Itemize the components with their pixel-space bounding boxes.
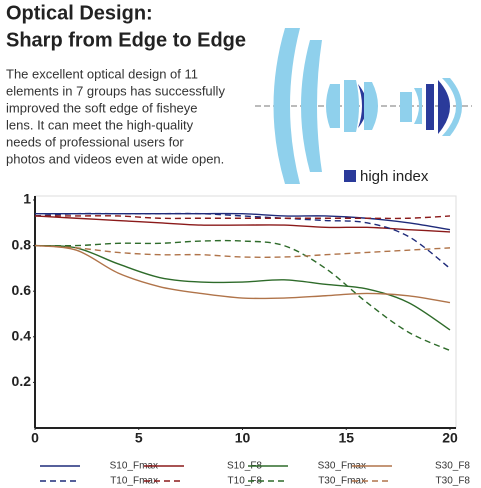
lens-element — [442, 78, 462, 136]
series-line — [34, 244, 451, 304]
lens-element — [301, 40, 322, 172]
paragraph-line: lens. It can meet the high-quality — [6, 117, 194, 132]
x-tick-label: 0 — [31, 430, 39, 446]
lens-legend: high index — [360, 168, 429, 185]
lens-element — [364, 82, 378, 130]
paragraph-line: needs of professional users for — [6, 134, 184, 149]
lens-element — [326, 84, 340, 128]
x-tick-label: 5 — [135, 430, 143, 446]
paragraph: The excellent optical design of 11 eleme… — [6, 66, 225, 166]
y-tick-label: 0.2 — [12, 373, 32, 389]
paragraph-line: The excellent optical design of 11 — [6, 66, 198, 81]
series-line — [34, 239, 451, 352]
legend-label: T10_Fmax — [110, 476, 158, 487]
x-tick-label: 20 — [442, 430, 458, 446]
y-tick-label: 0.6 — [12, 282, 32, 298]
series-line — [34, 244, 451, 258]
legend-label: S30_Fmax — [318, 461, 366, 472]
title-line: Optical Design: — [6, 2, 153, 24]
lens-diagram: high index — [255, 28, 472, 185]
lens-element — [273, 28, 300, 184]
y-tick-label: 1 — [23, 191, 31, 207]
legend-swatch — [344, 170, 356, 182]
lens-element — [400, 92, 412, 122]
series-line — [34, 215, 451, 233]
series-line — [35, 215, 451, 220]
x-tick-label: 15 — [338, 430, 354, 446]
series-line — [34, 212, 451, 269]
legend-label: T30_F8 — [436, 476, 471, 487]
lens-element — [344, 80, 359, 132]
title-line: Sharp from Edge to Edge — [6, 29, 246, 51]
lens-element-high-index — [426, 84, 434, 130]
paragraph-line: improved the soft edge of fisheye — [6, 100, 198, 115]
lens-element-high-index — [438, 80, 450, 134]
lens-element — [414, 88, 422, 124]
y-tick-label: 0.8 — [12, 236, 32, 252]
y-tick-label: 0.4 — [12, 328, 32, 344]
x-tick-label: 10 — [235, 430, 251, 446]
legend-label: S10_Fmax — [110, 461, 158, 472]
paragraph-line: photos and videos even at wide open. — [6, 151, 224, 166]
legend-label: T30_Fmax — [318, 476, 366, 487]
series-line — [34, 244, 451, 331]
plot-frame — [34, 195, 457, 429]
paragraph-line: elements in 7 groups has successfully — [6, 83, 225, 98]
legend-label: S10_F8 — [227, 461, 262, 472]
legend-label: S30_F8 — [435, 461, 470, 472]
legend-label: T10_F8 — [228, 476, 263, 487]
